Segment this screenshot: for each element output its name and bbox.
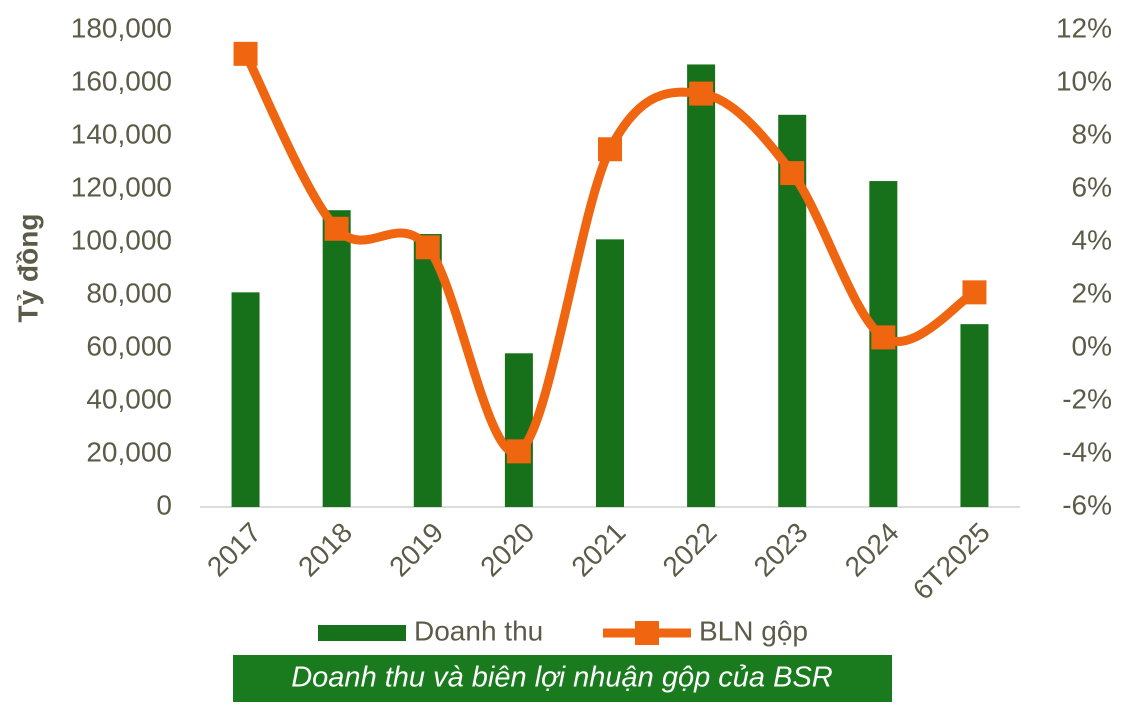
line-marker (415, 235, 440, 260)
x-tick-label: 2019 (383, 517, 449, 583)
x-tick-label: 2017 (201, 517, 267, 583)
y-axis-label: Tỷ đồng (12, 214, 43, 323)
chart-title: Doanh thu và biên lợi nhuận gộp của BSR (291, 662, 833, 694)
y-tick-label: 40,000 (86, 383, 172, 414)
y2-tick-label: -4% (1062, 436, 1112, 467)
y-tick-label: 20,000 (86, 436, 172, 467)
bar (413, 234, 442, 508)
x-tick-label: 2020 (474, 517, 540, 583)
y2-tick-label: 4% (1072, 224, 1112, 255)
bar (960, 324, 989, 507)
y2-tick-label: 10% (1056, 65, 1112, 96)
bar (596, 239, 624, 507)
y2-tick-label: 8% (1072, 118, 1112, 149)
y-tick-label: 0 (156, 489, 172, 520)
legend-swatch (635, 621, 659, 645)
y2-tick-label: -2% (1062, 383, 1112, 414)
y-tick-label: 120,000 (71, 171, 172, 202)
legend-label: Doanh thu (414, 615, 543, 646)
x-tick-label: 6T2025 (907, 517, 996, 606)
bar (231, 292, 260, 507)
x-tick-label: 2022 (657, 517, 723, 583)
x-tick-label: 2021 (565, 517, 631, 583)
y-tick-label: 60,000 (86, 330, 172, 361)
legend-swatch (318, 625, 406, 641)
line-marker (780, 161, 805, 186)
line-marker (233, 41, 258, 66)
x-tick-label: 2023 (748, 517, 814, 583)
y2-tick-label: 0% (1072, 330, 1112, 361)
line (241, 49, 979, 457)
x-tick-label: 2018 (292, 517, 358, 583)
caption-box (233, 655, 892, 702)
y-tick-label: 80,000 (86, 277, 172, 308)
y-tick-label: 180,000 (71, 12, 172, 43)
x-tick-label: 2024 (839, 517, 905, 583)
line-marker (598, 137, 622, 162)
y2-tick-label: 12% (1056, 12, 1112, 43)
line-marker (506, 439, 531, 464)
y2-tick-label: 6% (1072, 171, 1112, 202)
y-tick-label: 160,000 (71, 65, 172, 96)
line-marker (962, 280, 987, 305)
legend-label: BLN gộp (699, 615, 808, 646)
line-marker (324, 216, 349, 241)
line-marker (689, 81, 714, 106)
line-marker (871, 325, 896, 350)
y2-tick-label: -6% (1062, 489, 1112, 520)
y-tick-label: 140,000 (71, 118, 172, 149)
y2-tick-label: 2% (1072, 277, 1112, 308)
y-tick-label: 100,000 (71, 224, 172, 255)
bar (687, 64, 716, 507)
bar (322, 210, 351, 507)
